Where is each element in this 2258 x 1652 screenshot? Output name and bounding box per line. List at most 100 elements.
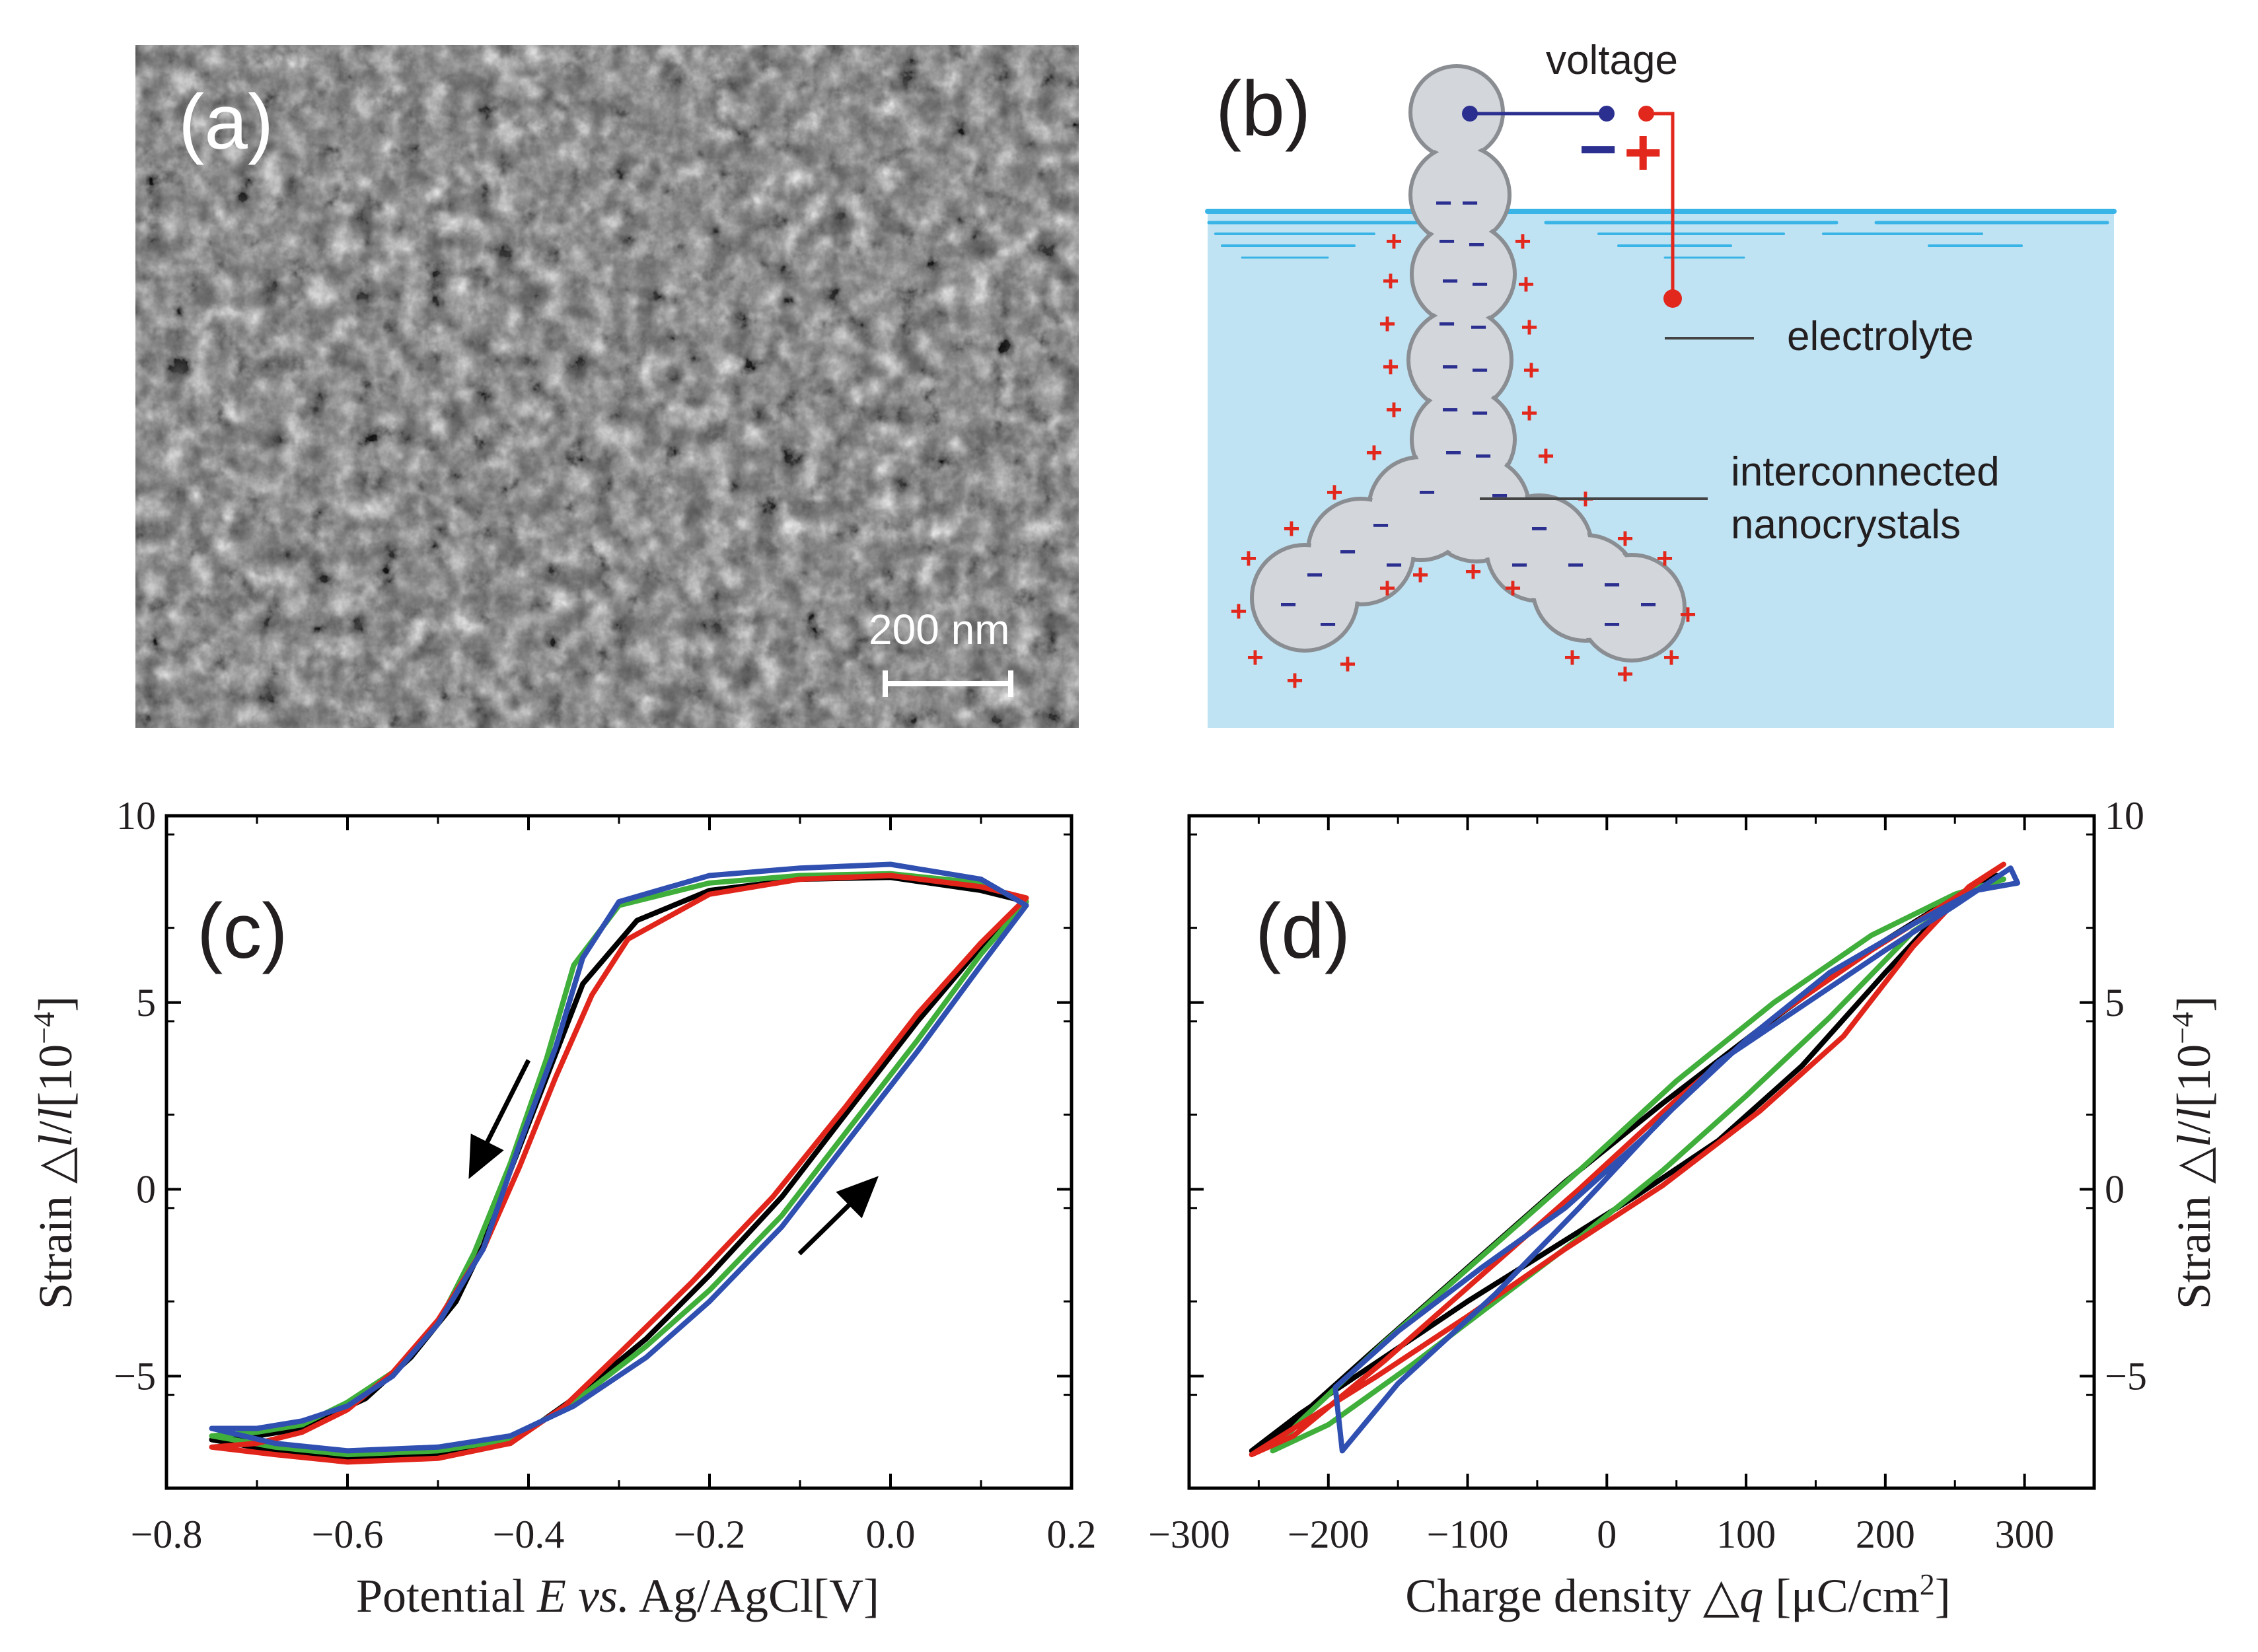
- y-tick-label: 5: [2105, 981, 2125, 1024]
- x-tick-label: −300: [1148, 1513, 1230, 1556]
- positive-charge-mark: +: [1517, 268, 1535, 301]
- positive-charge-mark: +: [1286, 664, 1303, 697]
- negative-charge-mark: −: [1491, 480, 1508, 512]
- negative-charge-mark: −: [1441, 265, 1459, 297]
- negative-charge-mark: −: [1372, 509, 1389, 542]
- panel-c-chart: −0.8 −0.6 −0.4 −0.2 0.0 0.2 −5 0 5 10 (c) Potenti…: [27, 794, 1097, 1622]
- positive-charge-mark: +: [1521, 397, 1538, 429]
- negative-charge-mark: −: [1461, 187, 1478, 219]
- positive-charge-mark: +: [1240, 542, 1257, 575]
- x-axis-label-c: Potential E vs. Ag/AgCl[V]: [356, 1569, 879, 1622]
- positive-charge-mark: +: [1537, 440, 1554, 472]
- x-tick-label: 100: [1716, 1513, 1776, 1556]
- negative-charge-mark: −: [1280, 589, 1297, 621]
- positive-charge-mark: +: [1385, 394, 1402, 426]
- series-line-blue: [1332, 865, 2021, 1454]
- negative-charge-mark: −: [1306, 559, 1323, 591]
- scale-bar-label: 200 nm: [869, 606, 1009, 653]
- y-axis-label-c: Strain △l/l[10−4]: [27, 996, 82, 1309]
- x-tick-label: 0.0: [866, 1513, 916, 1556]
- y-tick-label: 10: [116, 794, 156, 838]
- sweep-arrow-up: [797, 1176, 879, 1256]
- scale-bar: [883, 670, 1013, 697]
- panel-b: − −− −− −− −− −− −− −− −− −− −− −− −− −− − + ++ ++ ++ ++ ++…: [1205, 38, 2117, 728]
- plus-sign: +: [1624, 116, 1662, 190]
- negative-charge-mark: −: [1511, 549, 1528, 581]
- panel-d-chart: −300 −200 −100 0 100 200 300 −5 0 5 10 (d) Charge …: [1148, 794, 2220, 1622]
- negative-charge-mark: −: [1339, 536, 1356, 568]
- x-tick-label: −0.4: [493, 1513, 565, 1556]
- y-tick-label: 10: [2105, 794, 2144, 838]
- series-line-green: [209, 871, 1029, 1458]
- x-tick-label: −0.8: [131, 1513, 203, 1556]
- panel-a: (a) 200 nm: [135, 45, 1079, 728]
- negative-charge-mark: −: [1438, 308, 1455, 340]
- positive-charge-mark: +: [1283, 513, 1300, 545]
- positive-charge-mark: +: [1656, 542, 1673, 575]
- x-tick-label: −0.2: [674, 1513, 746, 1556]
- negative-terminal: [1599, 106, 1615, 122]
- negative-charge-mark: −: [1471, 354, 1488, 386]
- panel-a-label: (a): [178, 79, 273, 166]
- y-axis-label-d: Strain △l/l[10−4]: [2166, 996, 2220, 1309]
- voltage-wires: [1462, 106, 1682, 308]
- negative-charge-mark: −: [1603, 608, 1621, 641]
- positive-charge-mark: +: [1617, 658, 1634, 690]
- x-tick-label: 0.2: [1047, 1513, 1097, 1556]
- nanocrystal-chain-fill: [1255, 69, 1682, 658]
- negative-charge-mark: −: [1470, 311, 1487, 343]
- sem-image: [135, 45, 1079, 728]
- axis-ticks-d: −300 −200 −100 0 100 200 300 −5 0 5 10: [1148, 794, 2147, 1556]
- positive-charge-mark: +: [1504, 572, 1521, 604]
- negative-charge-mark: −: [1441, 394, 1459, 426]
- negative-charge-mark: −: [1468, 229, 1485, 261]
- positive-charge-mark: +: [1514, 225, 1531, 258]
- sweep-arrow-down: [468, 1059, 531, 1180]
- negative-charge-mark: −: [1441, 351, 1459, 383]
- positive-charge-mark: +: [1679, 598, 1696, 631]
- negative-charge-mark: −: [1445, 437, 1462, 469]
- positive-charge-mark: +: [1382, 265, 1399, 297]
- positive-charge-mark: +: [1523, 354, 1540, 386]
- negative-charge-mark: −: [1567, 549, 1584, 581]
- x-tick-label: −100: [1427, 1513, 1509, 1556]
- positive-charge-mark: +: [1385, 225, 1402, 258]
- positive-terminal: [1638, 106, 1654, 122]
- positive-charge-mark: +: [1564, 641, 1581, 674]
- positive-charge-mark: +: [1247, 641, 1264, 674]
- positive-charge-mark: +: [1366, 437, 1383, 469]
- x-tick-label: −200: [1288, 1513, 1369, 1556]
- positive-charge-mark: +: [1521, 311, 1538, 343]
- x-tick-label: 300: [1995, 1513, 2055, 1556]
- nanocrystal-label-line2: nanocrystals: [1731, 502, 1961, 548]
- minus-sign: −: [1579, 112, 1617, 186]
- series-lines-c: [209, 861, 1029, 1465]
- negative-charge-mark: −: [1319, 608, 1336, 641]
- y-tick-label: −5: [2105, 1354, 2147, 1398]
- x-tick-label: 200: [1856, 1513, 1915, 1556]
- positive-charge-mark: +: [1465, 556, 1482, 588]
- x-tick-label: 0: [1597, 1513, 1617, 1556]
- plot-frame-c: [164, 814, 1074, 1490]
- positive-wire: [1646, 112, 1675, 297]
- y-tick-label: −5: [114, 1354, 156, 1398]
- positive-charge-mark: +: [1379, 572, 1396, 604]
- y-tick-label: 0: [136, 1168, 156, 1211]
- positive-charge-mark: +: [1382, 351, 1399, 383]
- positive-ion-layer: + ++ ++ ++ ++ ++ ++ ++ ++ ++ ++ ++ ++ ++ ++ +: [1230, 225, 1696, 697]
- nanocrystal-label-line1: interconnected: [1731, 449, 2000, 495]
- panel-c-label: (c): [197, 888, 288, 975]
- panel-b-label: (b): [1216, 65, 1311, 153]
- negative-charge-mark: −: [1438, 225, 1455, 258]
- series-lines-d: [1249, 861, 2021, 1458]
- negative-charge-mark: −: [1385, 549, 1402, 581]
- series-line-green: [1270, 877, 2006, 1454]
- negative-charge-mark: −: [1603, 569, 1621, 601]
- series-line-red: [209, 873, 1029, 1465]
- series-line-black: [209, 875, 1029, 1461]
- negative-charge-mark: −: [1471, 397, 1488, 429]
- plot-frame-d: [1187, 814, 2096, 1490]
- y-tick-label: 0: [2105, 1168, 2125, 1211]
- voltage-label: voltage: [1546, 38, 1678, 83]
